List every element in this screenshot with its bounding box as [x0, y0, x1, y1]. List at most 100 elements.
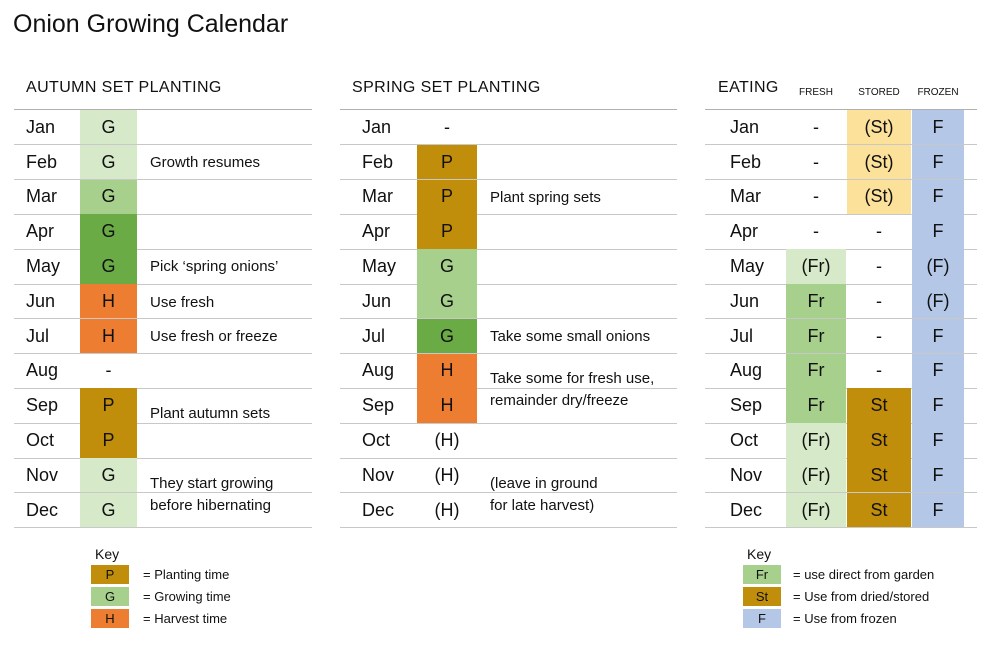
- month-label: Apr: [730, 221, 759, 242]
- month-label: Mar: [26, 186, 57, 207]
- month-label: Jun: [362, 290, 392, 311]
- frozen-cell: (F): [912, 249, 964, 284]
- month-label: Jun: [730, 290, 760, 311]
- row-divider: [14, 144, 312, 146]
- month-label: Nov: [730, 464, 763, 485]
- eating-heading: EATING: [718, 79, 779, 96]
- month-label: Jan: [26, 116, 56, 137]
- month-label: Feb: [362, 151, 394, 172]
- row-divider: [14, 213, 312, 215]
- month-label: Jan: [362, 116, 392, 137]
- stored-cell: -: [876, 290, 882, 311]
- frozen-cell: F: [912, 458, 964, 493]
- month-label: Sep: [26, 395, 59, 416]
- month-label: Feb: [26, 151, 58, 172]
- row-divider: [14, 109, 312, 110]
- key-swatch: H: [91, 609, 129, 628]
- autumn-cell: G: [80, 144, 137, 180]
- row-divider: [705, 213, 977, 215]
- key-swatch: P: [91, 565, 129, 584]
- autumn-note: They start growing: [150, 475, 274, 492]
- row-divider: [340, 387, 677, 389]
- row-divider: [340, 492, 677, 494]
- month-label: Aug: [362, 360, 395, 381]
- autumn-note: Growth resumes: [150, 154, 261, 171]
- month-label: Nov: [26, 464, 59, 485]
- spring-cell: (H): [434, 499, 460, 520]
- fresh-cell: Fr: [786, 388, 846, 424]
- month-label: May: [730, 256, 765, 277]
- stored-column-header: STORED: [858, 87, 900, 98]
- spring-cell: G: [417, 284, 477, 319]
- row-divider: [14, 422, 312, 424]
- fresh-cell: (Fr): [786, 492, 846, 528]
- month-label: Dec: [362, 499, 395, 520]
- fresh-cell: -: [813, 221, 819, 242]
- stored-cell: St: [847, 423, 911, 458]
- autumn-heading: AUTUMN SET PLANTING: [26, 79, 222, 96]
- row-divider: [14, 492, 312, 494]
- row-divider: [340, 457, 677, 459]
- autumn-cell: P: [80, 423, 137, 458]
- autumn-cell: H: [80, 284, 137, 319]
- month-label: Apr: [362, 221, 391, 242]
- spring-cell: -: [444, 116, 450, 137]
- month-label: Apr: [26, 221, 55, 242]
- frozen-cell: F: [912, 144, 964, 180]
- month-label: Dec: [730, 499, 763, 520]
- fresh-column-header: FRESH: [799, 87, 833, 98]
- frozen-cell: F: [912, 423, 964, 458]
- fresh-cell: (Fr): [786, 249, 846, 284]
- autumn-cell: P: [80, 388, 137, 424]
- month-label: Jan: [730, 116, 760, 137]
- key-label: = Harvest time: [143, 611, 228, 626]
- key-label: = use direct from garden: [793, 567, 935, 582]
- row-divider: [705, 144, 977, 146]
- autumn-note: Use fresh or freeze: [150, 328, 278, 345]
- autumn-cell: G: [80, 179, 137, 215]
- month-label: May: [26, 256, 61, 277]
- month-label: Oct: [730, 430, 759, 451]
- stored-cell: St: [847, 388, 911, 424]
- frozen-cell: F: [912, 110, 964, 145]
- frozen-cell: F: [912, 318, 964, 354]
- frozen-cell: F: [912, 353, 964, 389]
- row-divider: [340, 318, 677, 320]
- row-divider: [14, 283, 312, 285]
- month-label: Sep: [362, 395, 395, 416]
- stored-cell: -: [876, 221, 882, 242]
- fresh-cell: Fr: [786, 318, 846, 354]
- stored-cell: St: [847, 492, 911, 528]
- row-divider: [14, 457, 312, 459]
- autumn-cell: G: [80, 249, 137, 284]
- month-label: Mar: [362, 186, 393, 207]
- autumn-cell: G: [80, 214, 137, 250]
- spring-note: Take some small onions: [490, 328, 651, 345]
- frozen-cell: F: [912, 179, 964, 215]
- key-label: = Use from frozen: [793, 611, 897, 626]
- row-divider: [705, 527, 977, 529]
- month-label: Aug: [26, 360, 59, 381]
- row-divider: [14, 527, 312, 529]
- key-label: = Growing time: [143, 589, 231, 604]
- frozen-column-header: FROZEN: [917, 87, 959, 98]
- fresh-cell: (Fr): [786, 458, 846, 493]
- key-title: Key: [95, 546, 120, 562]
- spring-cell: (H): [434, 464, 460, 485]
- row-divider: [340, 179, 677, 181]
- autumn-note: Pick ‘spring onions’: [150, 258, 279, 275]
- autumn-cell: G: [80, 110, 137, 145]
- row-divider: [340, 109, 677, 110]
- row-divider: [340, 527, 677, 529]
- row-divider: [14, 248, 312, 250]
- row-divider: [340, 283, 677, 285]
- stored-cell: St: [847, 458, 911, 493]
- month-label: Nov: [362, 464, 395, 485]
- fresh-cell: -: [813, 151, 819, 172]
- spring-note: for late harvest): [490, 497, 595, 514]
- spring-cell: G: [417, 249, 477, 284]
- spring-note: (leave in ground: [490, 475, 598, 492]
- month-label: May: [362, 256, 397, 277]
- stored-cell: -: [876, 360, 882, 381]
- spring-cell: P: [417, 214, 477, 250]
